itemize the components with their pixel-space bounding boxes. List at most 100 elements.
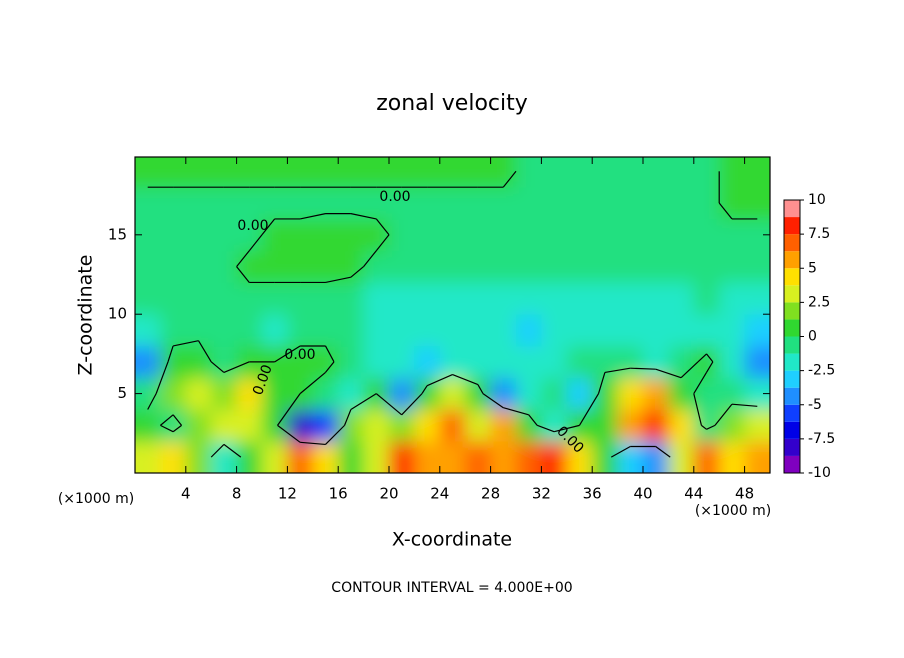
cell bbox=[312, 218, 339, 252]
contour-line bbox=[160, 414, 174, 426]
x-tick-label: 4 bbox=[181, 485, 191, 503]
field bbox=[135, 157, 770, 473]
cell bbox=[643, 314, 669, 347]
cell bbox=[719, 187, 746, 220]
x-tick-label: 28 bbox=[481, 485, 500, 503]
contour-line bbox=[299, 213, 326, 220]
cell bbox=[592, 157, 619, 188]
cell bbox=[643, 282, 669, 315]
cell bbox=[566, 250, 593, 283]
cell bbox=[617, 157, 644, 188]
cell bbox=[389, 377, 415, 410]
cell bbox=[160, 157, 187, 188]
cell bbox=[643, 157, 669, 188]
cell bbox=[262, 441, 288, 473]
cell bbox=[541, 157, 568, 188]
cell bbox=[135, 157, 161, 188]
contour-line bbox=[210, 361, 225, 373]
cell bbox=[541, 377, 568, 410]
contour-line bbox=[610, 446, 631, 458]
cell bbox=[490, 409, 517, 442]
cell bbox=[744, 314, 770, 347]
cell bbox=[566, 157, 593, 188]
cell bbox=[414, 282, 441, 315]
contour-line bbox=[210, 443, 225, 458]
cell bbox=[312, 314, 339, 347]
cell bbox=[693, 377, 720, 410]
cell bbox=[338, 218, 365, 252]
cell bbox=[693, 441, 720, 473]
contour-line bbox=[277, 424, 301, 443]
cell bbox=[643, 187, 669, 220]
cell bbox=[465, 409, 492, 442]
cell bbox=[389, 218, 415, 252]
cell bbox=[185, 409, 212, 442]
cell bbox=[439, 187, 466, 220]
cell bbox=[465, 345, 492, 379]
cell bbox=[668, 314, 695, 347]
cell bbox=[236, 409, 263, 442]
contour-line bbox=[172, 414, 183, 426]
cell bbox=[312, 282, 339, 315]
cell bbox=[566, 377, 593, 410]
contour-line bbox=[714, 403, 733, 426]
cell bbox=[490, 157, 517, 188]
cell bbox=[236, 157, 263, 188]
cell bbox=[414, 409, 441, 442]
cell bbox=[363, 187, 390, 220]
x-tick-label: 48 bbox=[735, 485, 754, 503]
contour-line bbox=[401, 393, 423, 416]
x-axis-label: X-coordinate bbox=[392, 529, 512, 551]
cell bbox=[236, 314, 263, 347]
colorbar-swatch bbox=[784, 251, 800, 269]
cell bbox=[211, 441, 238, 473]
colorbar-tick-label: 2.5 bbox=[808, 294, 830, 310]
colorbar-tick-label: 10 bbox=[808, 192, 826, 208]
cell bbox=[592, 377, 619, 410]
cell bbox=[617, 218, 644, 252]
cell bbox=[312, 441, 339, 473]
contour-line bbox=[350, 266, 364, 278]
cell bbox=[592, 282, 619, 315]
cell bbox=[617, 409, 644, 442]
cell bbox=[744, 282, 770, 315]
cell bbox=[566, 314, 593, 347]
cell bbox=[439, 377, 466, 410]
x-tick-label: 36 bbox=[583, 485, 602, 503]
colorbar-swatch bbox=[784, 438, 800, 456]
colorbar-swatch bbox=[784, 200, 800, 218]
contour-label: 0.00 bbox=[237, 218, 268, 234]
contour-line bbox=[223, 361, 250, 373]
cell bbox=[541, 250, 568, 283]
contour-line bbox=[236, 250, 250, 267]
cell bbox=[262, 377, 288, 410]
contour-line bbox=[223, 443, 242, 458]
contour-line bbox=[578, 393, 600, 426]
contour-line bbox=[482, 393, 504, 409]
cell bbox=[338, 409, 365, 442]
y-axis-label: Z-coordinate bbox=[75, 255, 97, 376]
colorbar-swatch bbox=[784, 336, 800, 354]
cell bbox=[262, 250, 288, 283]
contour-line bbox=[452, 373, 479, 386]
cell bbox=[185, 377, 212, 410]
cell bbox=[490, 314, 517, 347]
cell bbox=[566, 218, 593, 252]
cell bbox=[516, 157, 542, 188]
cell bbox=[363, 157, 390, 188]
contour-line bbox=[277, 393, 301, 426]
cell bbox=[465, 441, 492, 473]
contour-line bbox=[375, 234, 390, 252]
cell bbox=[211, 250, 238, 283]
cell bbox=[262, 314, 288, 347]
cell bbox=[617, 187, 644, 220]
cell bbox=[414, 187, 441, 220]
colorbar-tick-label: 0 bbox=[808, 329, 817, 345]
x-tick-label: 16 bbox=[329, 485, 348, 503]
cell bbox=[617, 282, 644, 315]
cell bbox=[185, 218, 212, 252]
cell bbox=[516, 377, 542, 410]
cell bbox=[160, 250, 187, 283]
colorbar-tick-label: -10 bbox=[808, 465, 831, 481]
cell bbox=[643, 409, 669, 442]
